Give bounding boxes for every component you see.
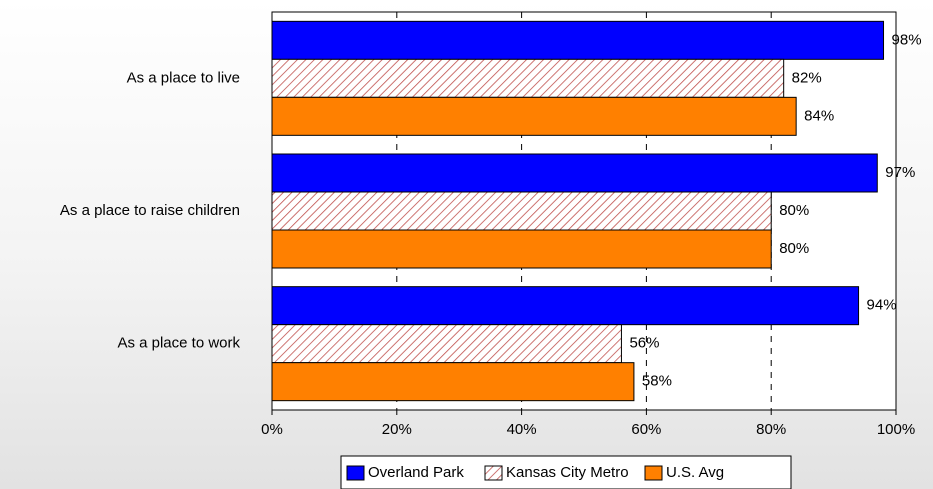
data-label: 58% — [642, 373, 672, 390]
x-tick-label: 0% — [261, 421, 283, 438]
data-label: 98% — [892, 31, 922, 48]
legend-swatch — [644, 465, 663, 481]
data-label: 80% — [779, 240, 809, 257]
bar — [271, 58, 785, 98]
x-tick-label: 80% — [756, 421, 786, 438]
legend: Overland Park Kansas City Metro U.S. Avg — [340, 455, 792, 489]
x-tick-label: 20% — [382, 421, 412, 438]
bar — [271, 362, 635, 402]
legend-entry: Kansas City Metro — [506, 464, 629, 481]
category-label: As a place to live — [127, 69, 240, 86]
legend-box — [340, 455, 792, 489]
data-label: 97% — [885, 164, 915, 181]
bar — [271, 324, 622, 364]
data-label: 84% — [804, 107, 834, 124]
bar — [271, 191, 772, 231]
category-label: As a place to raise children — [60, 202, 240, 219]
data-label: 94% — [867, 297, 897, 314]
data-label: 56% — [629, 335, 659, 352]
bar — [271, 96, 797, 136]
data-label: 82% — [792, 69, 822, 86]
bar — [271, 229, 772, 269]
x-tick-label: 100% — [877, 421, 915, 438]
bar — [271, 20, 885, 60]
x-axis: 0% 20% 40% 60% 80% 100% — [261, 410, 915, 438]
x-tick-label: 60% — [631, 421, 661, 438]
category-label: As a place to work — [117, 335, 240, 352]
value-labels: 98% 82% 84% 97% 80% 80% 94% 56% 58% — [629, 31, 921, 389]
plot-border — [271, 11, 897, 411]
legend-swatch — [484, 465, 503, 481]
legend-entry: U.S. Avg — [666, 464, 724, 481]
legend-entry: Overland Park — [368, 464, 464, 481]
legend-swatch — [346, 465, 365, 481]
bar — [271, 286, 860, 326]
data-label: 80% — [779, 202, 809, 219]
bar — [271, 153, 878, 193]
bars — [271, 20, 885, 402]
x-tick-label: 40% — [507, 421, 537, 438]
category-labels: As a place to live As a place to raise ch… — [60, 69, 241, 351]
